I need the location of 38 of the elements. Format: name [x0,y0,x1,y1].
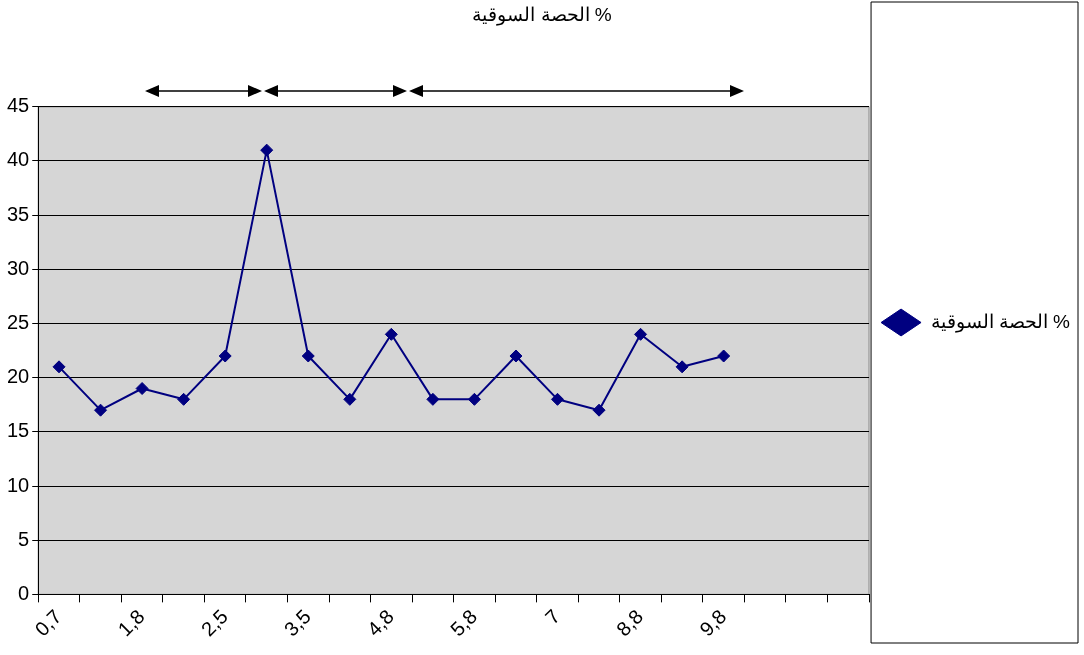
point [135,382,149,396]
y-tick-label: 35 [7,202,30,225]
point [675,360,689,374]
point [592,403,606,417]
point [717,349,731,363]
x-tick-label: 7 [540,605,565,629]
legend-label: الحصة السوقية % [930,310,1071,333]
x-tick-label: 1,8 [113,605,149,641]
x-tick-label: 2,5 [196,605,232,641]
y-tick-label: 5 [18,527,30,550]
point [177,392,191,406]
point [52,360,66,374]
y-tick-label: 45 [7,94,30,117]
x-tick-label: 3,5 [279,605,315,641]
y-tick-label: 20 [7,365,30,388]
point [426,392,440,406]
point [218,349,232,363]
point [467,392,481,406]
x-tick-label: 8,8 [612,605,648,641]
chart-title: الحصة السوقية % [472,3,612,26]
point [343,392,357,406]
y-tick-label: 40 [7,148,30,171]
point [260,143,274,157]
point [509,349,523,363]
point [634,327,648,341]
x-tick-label: 5,8 [445,605,482,641]
y-tick-label: 10 [7,473,30,496]
x-tick-label: 9,8 [695,605,731,641]
point [94,403,108,417]
x-tick-label: 4,8 [362,605,399,641]
y-tick-label: 30 [7,256,30,279]
x-tick-label: 0,7 [30,605,66,641]
y-tick-label: 25 [7,311,30,334]
y-tick-label: 15 [7,419,30,442]
y-tick-label: 0 [18,581,30,604]
point [384,327,398,341]
point [301,349,315,363]
point [551,392,564,406]
